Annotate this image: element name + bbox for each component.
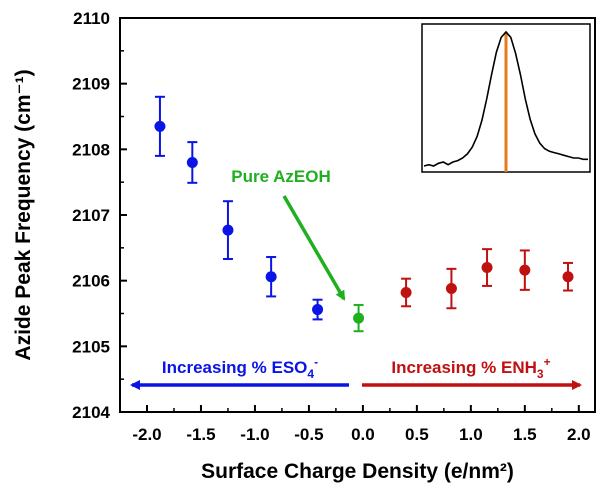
x-tick-label: 1.0 [459, 425, 483, 444]
enh3-label: Increasing % ENH3+ [391, 355, 550, 381]
y-tick-label: 2106 [72, 272, 110, 291]
eso4-label: Increasing % ESO4- [162, 355, 318, 381]
x-tick-label: -0.5 [294, 425, 323, 444]
x-axis-label: Surface Charge Density (e/nm²) [201, 460, 514, 483]
y-tick-label: 2110 [73, 9, 110, 28]
data-point [154, 120, 166, 132]
x-tick-label: 0.5 [405, 425, 429, 444]
y-axis-label: Azide Peak Frequency (cm⁻¹) [12, 69, 35, 360]
data-point [312, 304, 324, 316]
data-point [519, 264, 531, 276]
x-tick-label: 0.0 [351, 425, 375, 444]
inset-spectrum-line [423, 30, 588, 167]
x-tick-label: -1.5 [186, 425, 215, 444]
data-point [186, 156, 198, 168]
data-point [222, 224, 234, 236]
y-tick-label: 2107 [72, 206, 110, 225]
data-point [445, 283, 457, 295]
pure-azeoh-label: Pure AzEOH [231, 167, 331, 186]
x-tick-label: -1.0 [240, 425, 269, 444]
pure-arrow [282, 195, 346, 301]
data-point [562, 271, 574, 283]
data-point [353, 312, 365, 324]
y-tick-label: 2105 [72, 337, 110, 356]
data-point [481, 262, 493, 274]
x-tick-label: 2.0 [567, 425, 591, 444]
y-tick-label: 2108 [72, 140, 110, 159]
x-tick-label: 1.5 [513, 425, 537, 444]
data-point [265, 271, 277, 283]
x-tick-label: -2.0 [132, 425, 161, 444]
y-tick-label: 2104 [72, 403, 110, 422]
data-point [400, 286, 412, 298]
y-tick-label: 2109 [72, 75, 110, 94]
